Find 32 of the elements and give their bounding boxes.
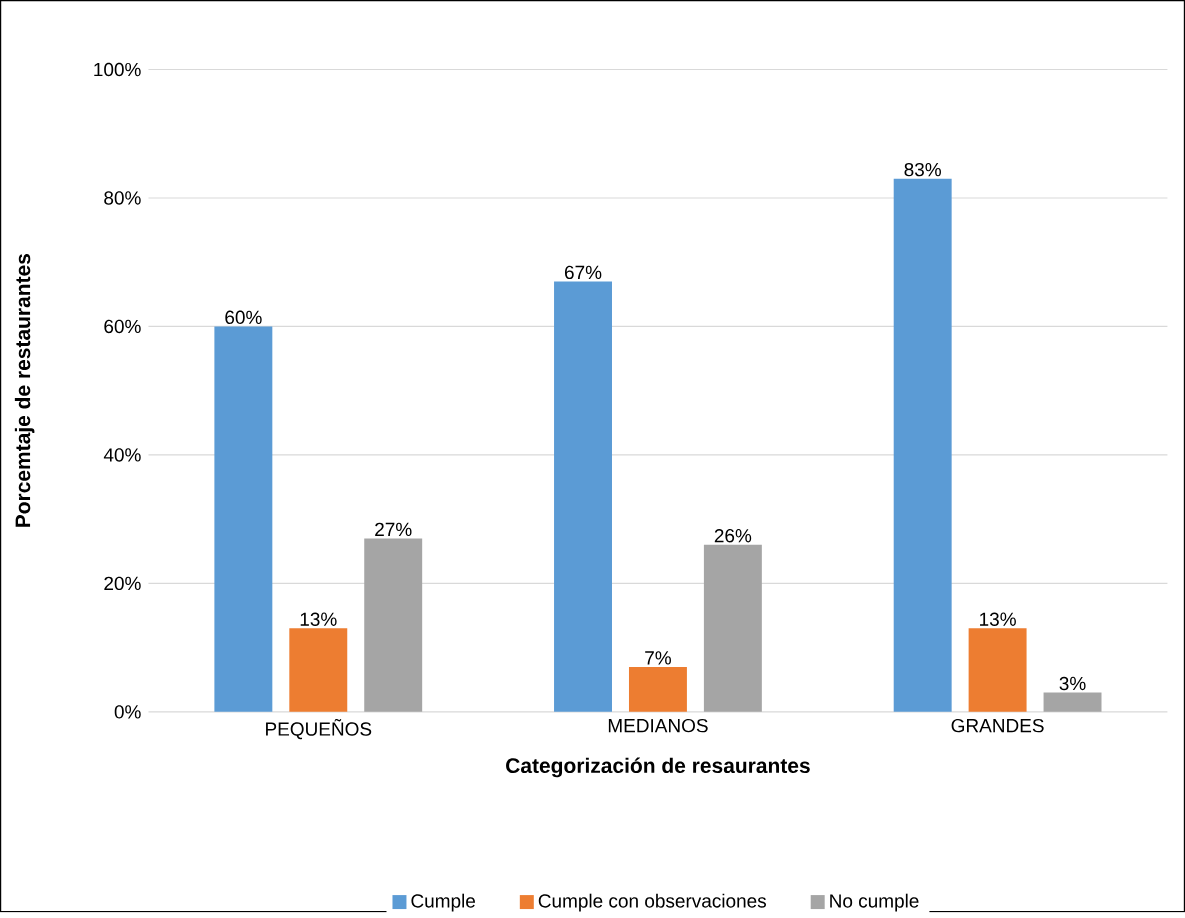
y-tick-label: 0% bbox=[114, 704, 141, 719]
bar bbox=[893, 178, 952, 712]
x-axis-title: Categorización de resaurantes bbox=[506, 757, 810, 778]
x-tick-label: GRANDES bbox=[951, 718, 1044, 733]
bar bbox=[214, 326, 273, 712]
x-tick-label: MEDIANOS bbox=[608, 718, 708, 733]
data-label: 3% bbox=[1059, 676, 1086, 690]
y-axis-title: Porcemtaje de restaurantes bbox=[14, 253, 35, 527]
y-tick-label: 40% bbox=[103, 447, 141, 462]
bar bbox=[703, 544, 762, 712]
legend-label: Cumple bbox=[411, 893, 476, 912]
bar bbox=[628, 666, 687, 712]
data-label: 26% bbox=[714, 528, 752, 543]
y-tick-label: 80% bbox=[104, 191, 141, 205]
data-label: 13% bbox=[300, 612, 337, 626]
bar bbox=[1043, 692, 1102, 712]
data-label: 13% bbox=[980, 612, 1016, 626]
bar bbox=[364, 538, 423, 712]
data-label: 60% bbox=[225, 310, 262, 324]
y-tick-label: 60% bbox=[104, 319, 141, 333]
y-tick-label: 20% bbox=[104, 576, 141, 590]
data-label: 27% bbox=[375, 522, 412, 536]
legend-label: Cumple con observaciones bbox=[538, 893, 766, 912]
y-tick-label: 100% bbox=[94, 62, 141, 77]
bar bbox=[289, 628, 348, 712]
data-label: 7% bbox=[645, 651, 671, 665]
data-label: 83% bbox=[904, 162, 941, 177]
x-tick-label: PEQUEÑOS bbox=[266, 718, 372, 739]
bar bbox=[554, 281, 612, 712]
legend-label: No cumple bbox=[830, 893, 919, 912]
bar bbox=[968, 628, 1027, 712]
data-label: 67% bbox=[565, 265, 602, 279]
